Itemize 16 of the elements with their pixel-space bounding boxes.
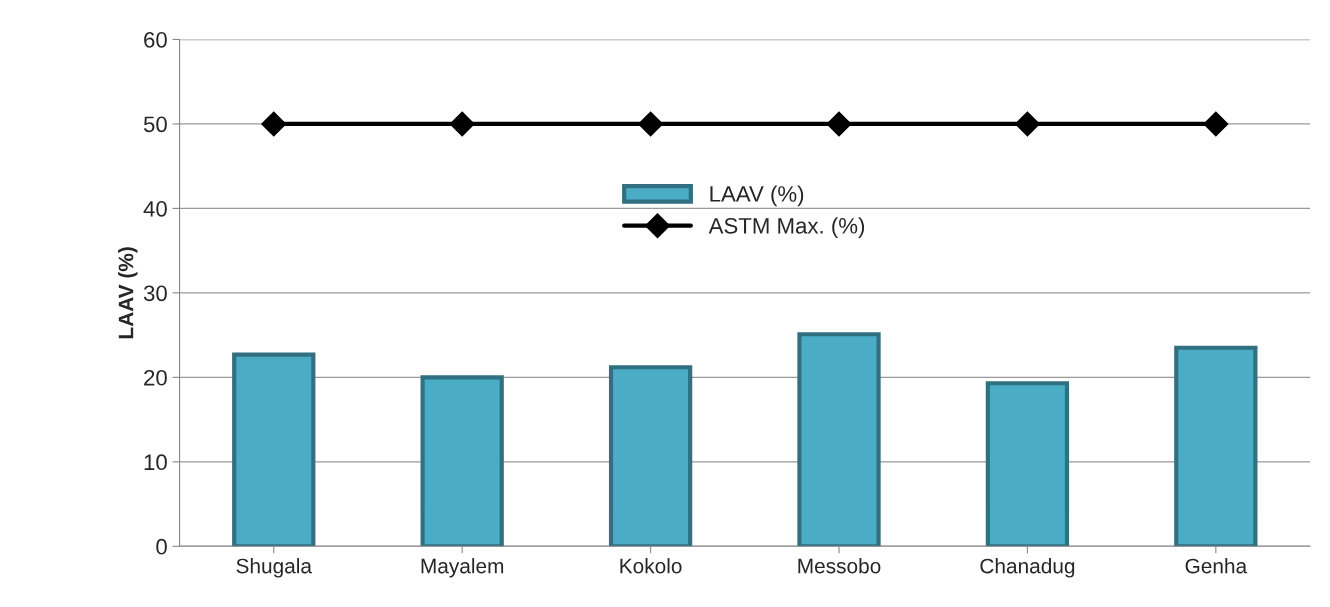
y-axis-title: LAAV (%) [118, 247, 138, 339]
x-tick-label: Chanadug [980, 558, 1075, 578]
y-tick-label: 20 [144, 369, 167, 386]
y-tick-label: 0 [156, 538, 167, 555]
x-tick-label: Messobo [798, 558, 881, 574]
x-tick-label: Genha [1185, 558, 1248, 574]
y-tick-label: 10 [144, 454, 167, 471]
y-tick-label: 50 [143, 116, 167, 133]
y-tick-label: 40 [143, 200, 167, 217]
x-tick-label: Kokolo [620, 558, 682, 574]
y-tick-label: 30 [143, 285, 167, 302]
x-tick-label: Mayalem [421, 558, 504, 578]
legend-label: ASTM Max. (%) [708, 217, 865, 239]
y-tick-label: 60 [144, 31, 167, 48]
x-tick-label: Shugala [236, 558, 312, 578]
legend-label: LAAV (%) [710, 185, 804, 207]
